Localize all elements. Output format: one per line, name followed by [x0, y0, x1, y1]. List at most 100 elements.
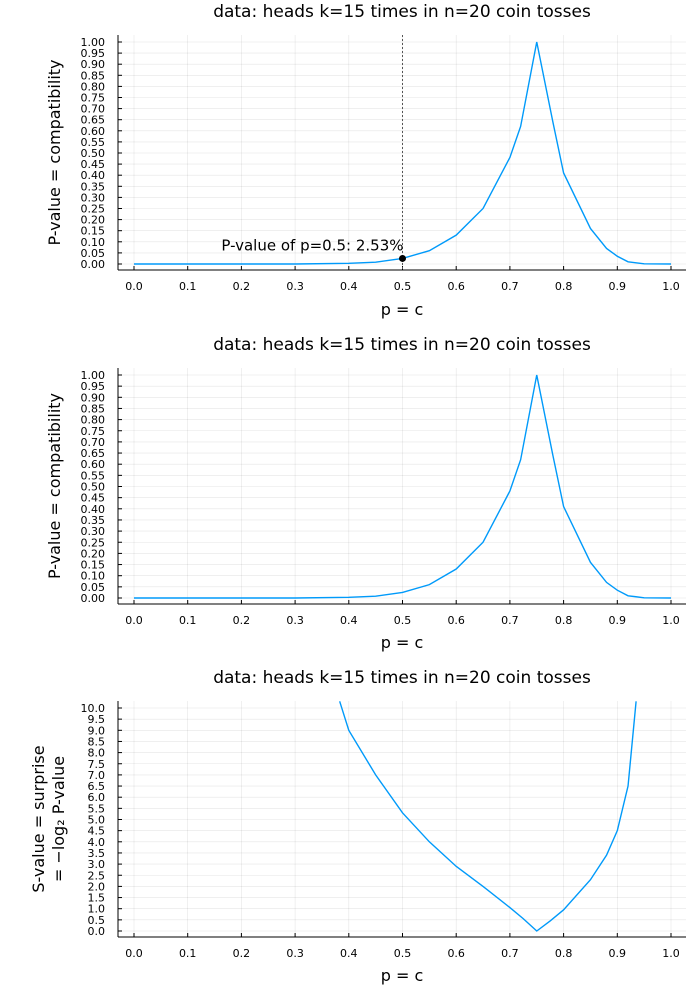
y-tick-label: 0.60 [81, 125, 106, 138]
chart-panel-1: 0.0 0.1 0.2 0.3 0.4 0.5 0.6 0.7 0.8 0.9 1.0 0.000.0… [45, 2, 686, 319]
y-axis-label: S-value = surprise [29, 745, 48, 892]
x-tick-label: 0.0 [125, 947, 143, 960]
y-tick-label: 0.35 [81, 180, 106, 193]
y-axis-label-line2: = −log₂ P-value [49, 756, 68, 882]
y-tick-label: 8.5 [88, 735, 106, 748]
x-tick-label: 0.9 [609, 614, 627, 627]
y-tick-label: 0.70 [81, 436, 106, 449]
y-tick-label: 0.15 [81, 559, 106, 572]
y-tick-label: 0.5 [88, 914, 106, 927]
y-tick-label: 0.80 [81, 414, 106, 427]
y-tick-label: 0.10 [81, 570, 106, 583]
y-tick-label: 0.10 [81, 236, 106, 249]
y-tick-label: 0.05 [81, 247, 106, 260]
y-tick-label: 5.0 [88, 814, 106, 827]
series-line-1 [134, 374, 672, 599]
y-tick-label: 2.5 [88, 869, 106, 882]
y-tick-label: 0.80 [81, 80, 106, 93]
x-tick-label: 0.1 [179, 280, 197, 293]
x-tick-label: 0.6 [447, 280, 465, 293]
x-tick-label: 0.8 [555, 947, 573, 960]
chart-title: data: heads k=15 times in n=20 coin toss… [213, 668, 591, 688]
x-tick-label: 0.7 [501, 614, 519, 627]
x-tick-label: 0.5 [394, 614, 412, 627]
y-tick-label: 0.00 [81, 258, 106, 271]
x-tick-label: 0.3 [286, 614, 304, 627]
y-tick-label: 0.65 [81, 447, 106, 460]
y-tick-label: 0.35 [81, 514, 106, 527]
chart-title: data: heads k=15 times in n=20 coin toss… [213, 2, 591, 22]
x-tick-label: 0.0 [125, 280, 143, 293]
y-tick-label: 0.85 [81, 69, 106, 82]
y-tick-label: 0.30 [81, 191, 106, 204]
series-line-1 [134, 41, 672, 265]
x-tick-label: 0.8 [555, 280, 573, 293]
x-tick-label: 0.2 [233, 947, 251, 960]
y-tick-label: 0.75 [81, 425, 106, 438]
y-tick-label: 1.0 [88, 903, 106, 916]
y-tick-label: 3.0 [88, 858, 106, 871]
y-tick-label: 1.00 [81, 369, 106, 382]
y-tick-label: 0.50 [81, 481, 106, 494]
y-tick-label: 0.85 [81, 402, 106, 415]
y-tick-label: 2.0 [88, 880, 106, 893]
x-tick-label: 0.3 [286, 947, 304, 960]
x-tick-label: 0.7 [501, 947, 519, 960]
x-tick-label: 0.2 [233, 614, 251, 627]
y-tick-label: 10.0 [81, 702, 106, 715]
x-tick-label: 0.9 [609, 947, 627, 960]
x-tick-label: 0.6 [447, 614, 465, 627]
x-tick-label: 0.2 [233, 280, 251, 293]
x-tick-label: 0.5 [394, 280, 412, 293]
y-tick-label: 0.25 [81, 536, 106, 549]
y-tick-label: 0.40 [81, 169, 106, 182]
x-tick-label: 0.4 [340, 614, 358, 627]
series-line-1 [339, 701, 637, 932]
x-tick-label: 0.4 [340, 280, 358, 293]
y-tick-label: 0.0 [88, 925, 106, 938]
x-tick-label: 0.1 [179, 947, 197, 960]
y-axis-label: P-value = compatibility [45, 59, 64, 245]
y-tick-label: 7.5 [88, 758, 106, 771]
y-tick-label: 0.55 [81, 136, 106, 149]
y-tick-label: 0.20 [81, 547, 106, 560]
y-tick-label: 0.75 [81, 92, 106, 105]
y-tick-label: 4.5 [88, 825, 106, 838]
y-tick-label: 0.60 [81, 458, 106, 471]
x-axis-label: p = c [381, 633, 424, 652]
chart-panel-2: 0.0 0.1 0.2 0.3 0.4 0.5 0.6 0.7 0.8 0.9 1.0 0.000.0… [45, 335, 686, 652]
x-tick-label: 0.5 [394, 947, 412, 960]
x-axis-label: p = c [381, 966, 424, 985]
x-tick-label: 1.0 [662, 280, 680, 293]
x-tick-label: 0.0 [125, 614, 143, 627]
y-tick-label: 0.25 [81, 203, 106, 216]
x-tick-label: 0.7 [501, 280, 519, 293]
y-tick-label: 0.95 [81, 380, 106, 393]
y-tick-label: 0.20 [81, 214, 106, 227]
y-tick-label: 0.05 [81, 581, 106, 594]
y-tick-label: 6.0 [88, 791, 106, 804]
x-tick-label: 0.3 [286, 280, 304, 293]
x-tick-label: 0.1 [179, 614, 197, 627]
y-tick-label: 0.70 [81, 103, 106, 116]
y-tick-label: 8.0 [88, 747, 106, 760]
y-tick-label: 0.90 [81, 391, 106, 404]
y-tick-label: 4.0 [88, 836, 106, 849]
y-tick-label: 0.55 [81, 469, 106, 482]
x-axis-label: p = c [381, 300, 424, 319]
y-tick-label: 0.45 [81, 492, 106, 505]
y-axis-label: P-value = compatibility [45, 393, 64, 579]
y-tick-label: 9.5 [88, 713, 106, 726]
point-annotation: P-value of p=0.5: 2.53% [221, 236, 403, 254]
y-tick-label: 0.40 [81, 503, 106, 516]
y-tick-label: 0.00 [81, 592, 106, 605]
y-tick-label: 0.90 [81, 58, 106, 71]
y-tick-label: 0.15 [81, 225, 106, 238]
y-tick-label: 1.00 [81, 36, 106, 49]
y-tick-label: 3.5 [88, 847, 106, 860]
y-tick-label: 0.50 [81, 147, 106, 160]
y-tick-label: 1.5 [88, 892, 106, 905]
x-tick-label: 1.0 [662, 614, 680, 627]
y-tick-label: 6.5 [88, 780, 106, 793]
